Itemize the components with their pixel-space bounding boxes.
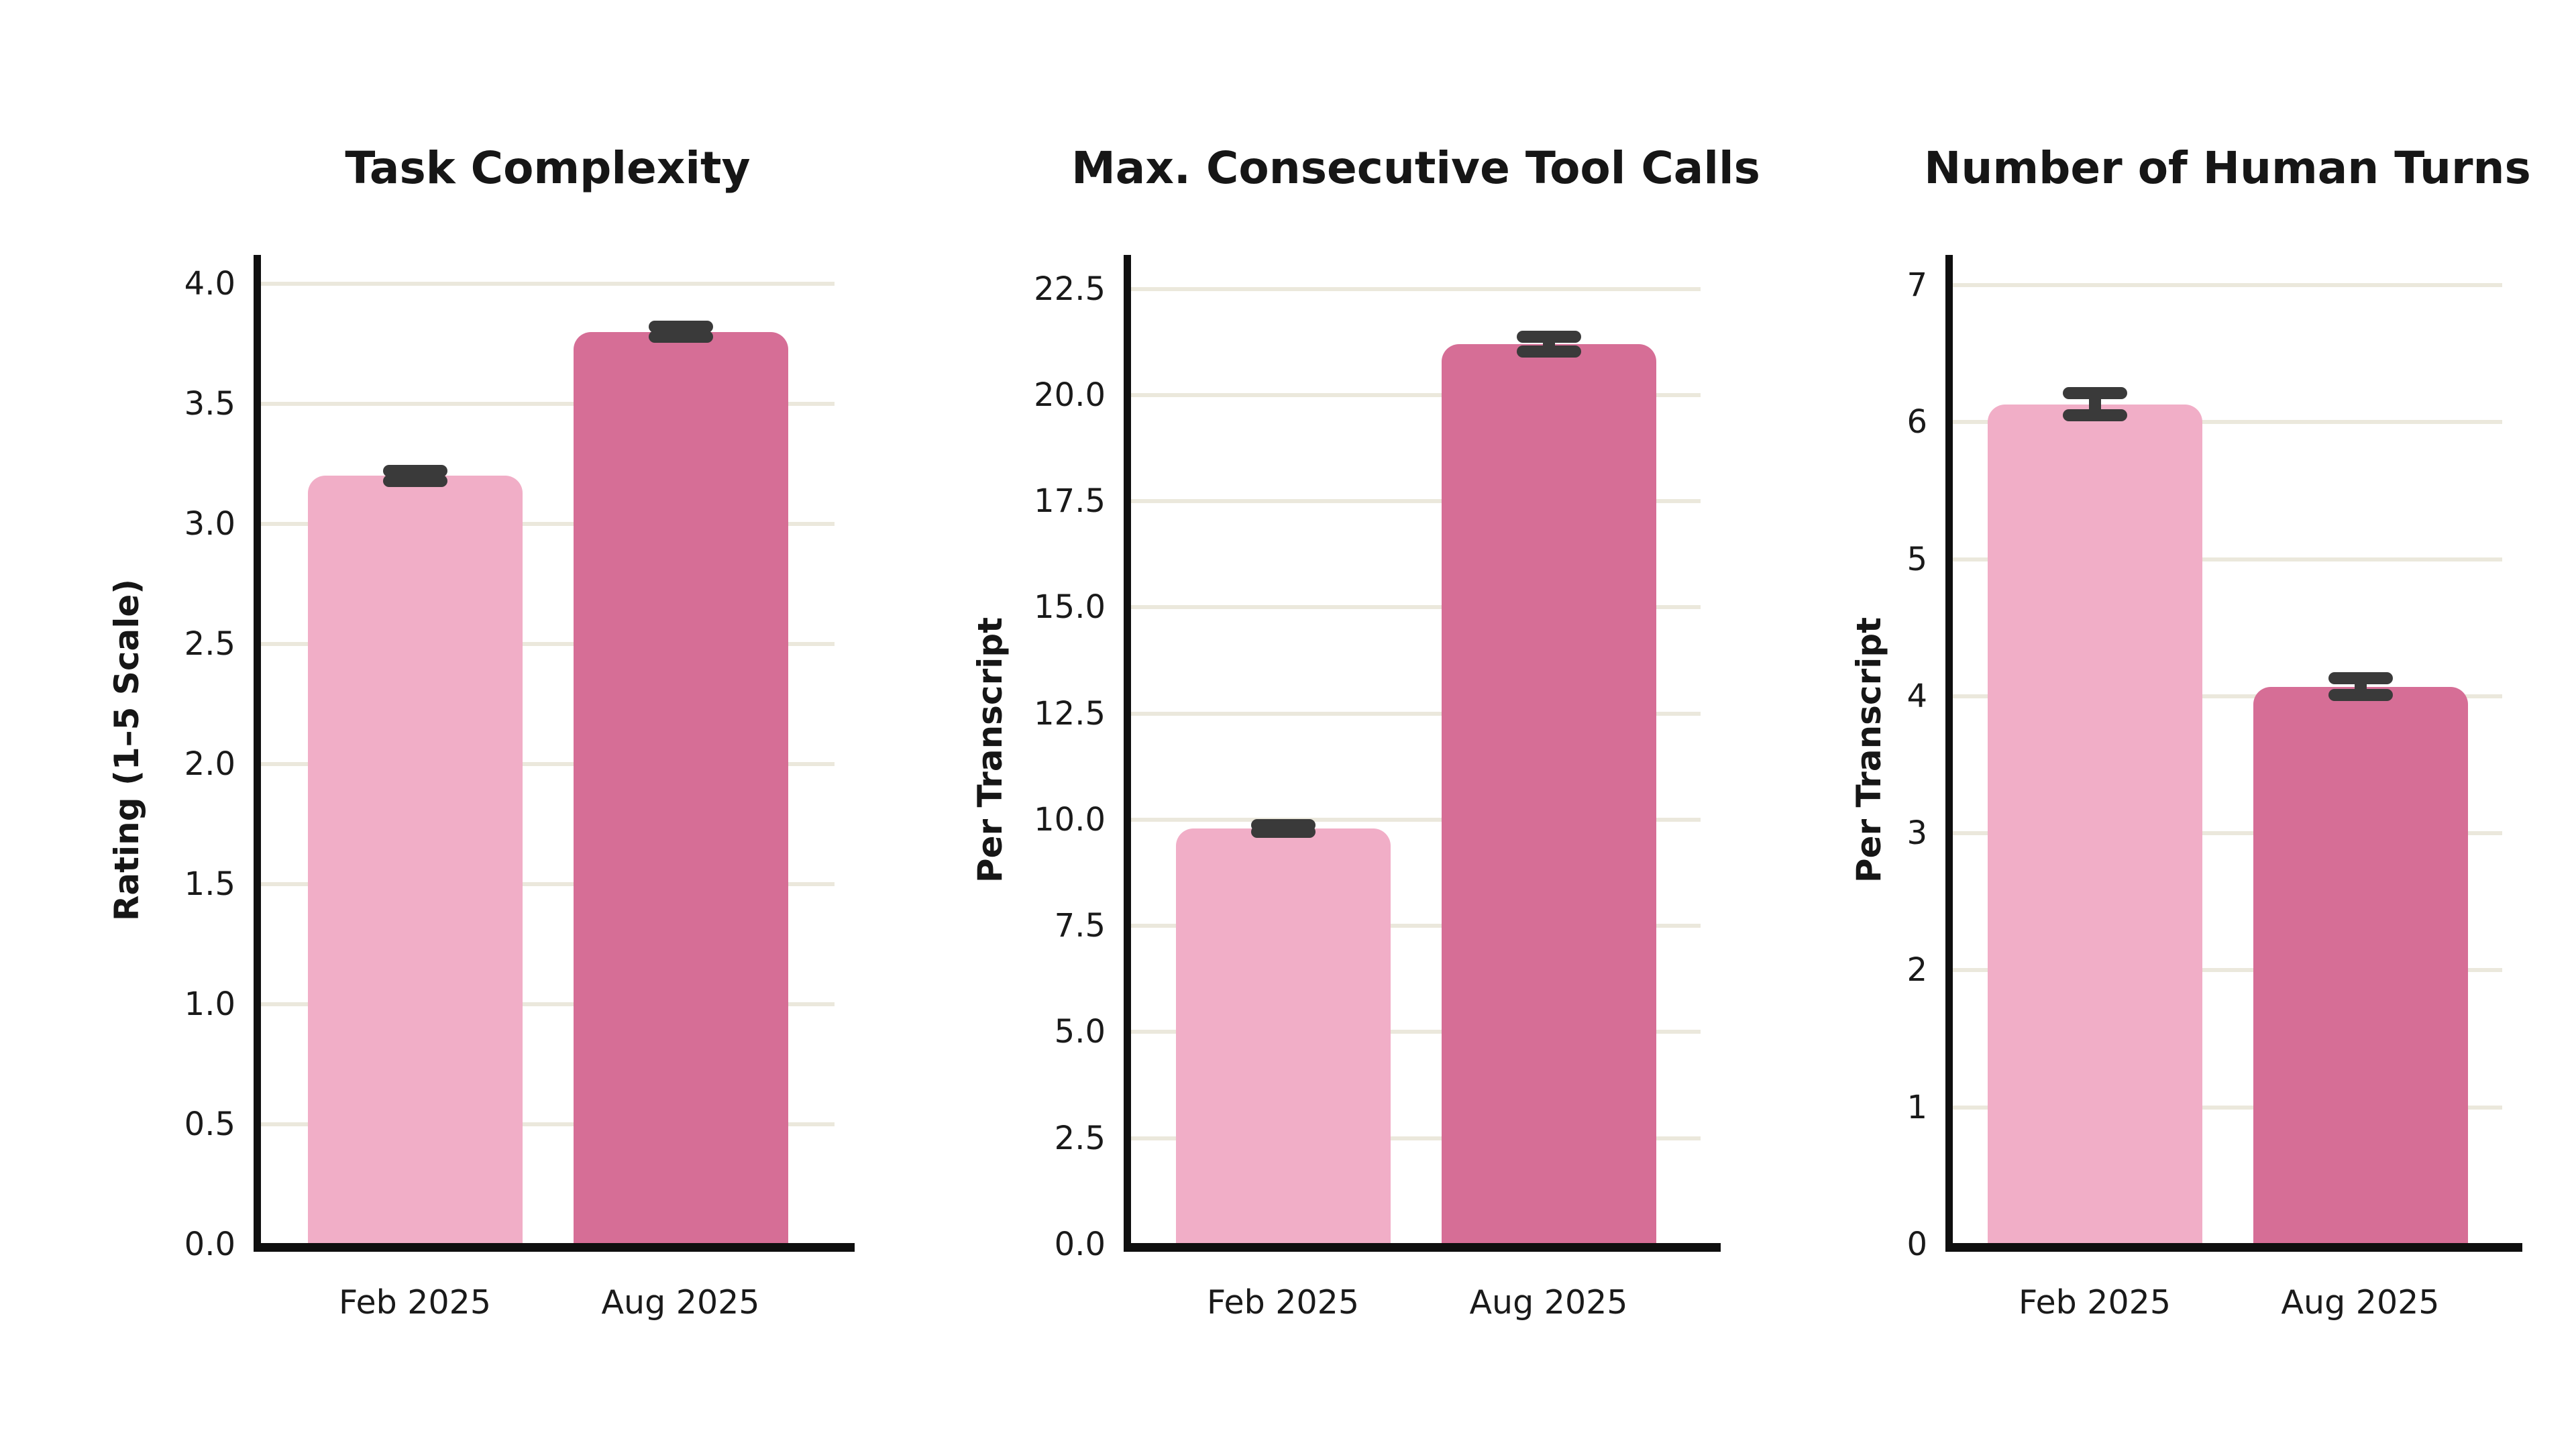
gridline [1953,694,2502,698]
y-tick-label: 7.5 [1054,907,1106,945]
y-tick-label: 5.0 [1054,1013,1106,1051]
y-tick-label: 0.0 [184,1226,235,1263]
x-tick-label: Feb 2025 [338,1283,492,1322]
gridline [1953,282,2502,287]
chart-title: Number of Human Turns [1924,142,2531,194]
gridline [1131,711,1701,716]
gridline [261,881,835,886]
chart-title: Max. Consecutive Tool Calls [1071,142,1760,194]
gridline [1953,1105,2502,1110]
error-bar-cap [382,465,447,478]
bar-feb-2025 [1175,828,1391,1244]
y-tick-label: 3 [1907,814,1927,853]
error-bar-cap [648,330,713,343]
x-axis-line [1945,1243,2522,1252]
x-axis-line [254,1243,855,1252]
x-tick-label: Feb 2025 [2018,1283,2171,1322]
bar-aug-2025 [1441,343,1656,1244]
gridline [261,401,835,406]
y-axis-line [1945,255,1953,1252]
y-tick-label: 0.0 [1054,1226,1106,1263]
y-tick-label: 0.5 [184,1105,235,1143]
chart-title: Task Complexity [345,142,751,194]
x-axis-line [1124,1243,1721,1252]
y-tick-label: 6 [1907,403,1927,441]
y-tick-label: 12.5 [1034,694,1106,733]
gridline [1131,924,1701,928]
y-tick-label: 17.5 [1034,482,1106,521]
y-tick-label: 3.0 [184,504,235,543]
gridline [1131,286,1701,291]
bar-feb-2025 [307,476,523,1244]
error-bar-cap [1516,345,1581,358]
x-tick-label: Aug 2025 [601,1283,760,1322]
y-tick-label: 0 [1907,1226,1927,1263]
y-tick-label: 4.0 [184,264,235,303]
gridline [1953,968,2502,973]
gridline [261,521,835,526]
gridline [1953,420,2502,425]
y-tick-label: 2.0 [184,745,235,783]
chart-number-of-human-turns: Number of Human Turns Per Transcript 0 1 2… [1849,142,2531,1322]
chart-max-consecutive-tool-calls: Max. Consecutive Tool Calls Per Transcri… [971,142,1760,1322]
y-tick-label: 1.5 [184,865,235,903]
y-tick-label: 15.0 [1034,588,1106,627]
y-tick-label: 1 [1907,1088,1927,1126]
bar-aug-2025 [2253,686,2468,1244]
gridline [261,1122,835,1126]
y-axis-label: Per Transcript [971,616,1010,883]
y-axis-label: Rating (1–5 Scale) [107,578,146,921]
y-tick-label: 2.5 [1054,1119,1106,1157]
error-bar-cap [2062,409,2127,422]
x-tick-label: Feb 2025 [1206,1283,1360,1322]
y-tick-label: 5 [1907,540,1927,578]
y-axis-label: Per Transcript [1849,616,1888,883]
y-axis-line [254,255,261,1252]
y-axis-line [1124,255,1131,1252]
error-bar-cap [1250,825,1316,838]
error-bar-cap [382,474,447,487]
error-bar-cap [2062,387,2127,400]
x-tick-label: Aug 2025 [2281,1283,2440,1322]
y-tick-label: 22.5 [1034,270,1106,308]
gridline [1131,605,1701,610]
error-bar-cap [1516,331,1581,343]
gridline [261,281,835,286]
chart-task-complexity: Task Complexity Rating (1–5 Scale) 0.0 0.… [107,142,855,1322]
gridline [1131,1030,1701,1034]
y-tick-label: 2 [1907,951,1927,989]
gridline [1131,1136,1701,1140]
error-bar-cap [648,321,713,333]
y-tick-label: 2.5 [184,625,235,663]
error-bar-cap [2328,688,2393,701]
bar-aug-2025 [573,331,788,1244]
gridline [261,641,835,646]
y-tick-label: 10.0 [1034,800,1106,839]
y-tick-label: 20.0 [1034,376,1106,414]
y-tick-label: 1.0 [184,985,235,1023]
gridline [1953,831,2502,836]
gridline [1131,499,1701,504]
gridline [261,761,835,766]
y-tick-label: 3.5 [184,384,235,423]
x-tick-label: Aug 2025 [1469,1283,1628,1322]
y-tick-label: 4 [1907,677,1927,715]
gridline [1953,557,2502,561]
error-bar-cap [2328,672,2393,685]
gridline [1131,817,1701,822]
gridline [261,1002,835,1006]
bar-feb-2025 [1987,404,2202,1244]
gridline [1131,392,1701,397]
y-tick-label: 7 [1907,266,1927,304]
